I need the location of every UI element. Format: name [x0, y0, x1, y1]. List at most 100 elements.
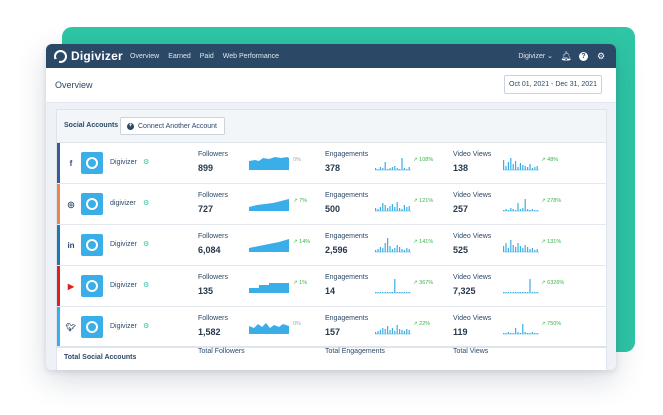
followers-change: 0% — [293, 157, 301, 163]
sparkline-bar — [379, 167, 381, 170]
settings-gear-icon[interactable]: ⚙ — [143, 241, 150, 248]
account-row[interactable]: 🐦︎ Digivizer ⚙ Followers 1,582 0% Engage… — [57, 307, 606, 348]
video-views-value: 138 — [453, 163, 469, 173]
engagements-value: 2,596 — [325, 245, 348, 255]
engagements-value: 378 — [325, 163, 341, 173]
sparkline-bar — [399, 169, 401, 170]
date-range-picker[interactable]: Oct 01, 2021 - Dec 31, 2021 — [504, 75, 602, 94]
sparkline-bar — [531, 209, 533, 211]
followers-area — [249, 157, 289, 170]
settings-gear-icon[interactable]: ⚙ — [143, 159, 150, 166]
followers-label: Followers — [198, 233, 228, 240]
account-switcher[interactable]: Digivizer ⌄ — [518, 53, 553, 60]
help-icon[interactable]: ? — [579, 51, 588, 61]
followers-sparkline — [249, 199, 289, 211]
connect-account-button[interactable]: + Connect Another Account — [120, 117, 225, 135]
nav-item-web-performance[interactable]: Web Performance — [222, 52, 280, 60]
sparkline-bar — [536, 249, 538, 252]
followers-label: Followers — [198, 192, 228, 199]
engagements-sparkline — [375, 202, 411, 212]
sparkline-bar — [401, 209, 403, 211]
app-window: Digivizer Overview Earned Paid Web Perfo… — [46, 44, 616, 370]
sparkline-bar — [375, 208, 377, 211]
sparkline-bar — [534, 210, 536, 211]
nav-item-earned[interactable]: Earned — [168, 52, 191, 60]
sparkline-bar — [519, 163, 521, 170]
account-avatar — [81, 234, 103, 256]
engagements-label: Engagements — [325, 151, 369, 158]
account-row[interactable]: ◎ digivizer ⚙ Followers 727 ↗ 7% Engagem… — [57, 184, 606, 225]
sparkline-bar — [536, 333, 538, 334]
sparkline-bar — [503, 160, 505, 170]
nav-item-paid[interactable]: Paid — [199, 52, 214, 60]
sparkline-bar — [394, 166, 396, 170]
sparkline-bar — [406, 248, 408, 252]
engagements-change: ↗ 22% — [413, 321, 431, 327]
total-views-label: Total Views — [453, 348, 489, 355]
sparkline-bar — [394, 279, 396, 293]
brand-mark-icon — [54, 49, 67, 63]
sparkline-bar — [403, 331, 405, 334]
video-views-change: ↗ 48% — [541, 157, 559, 163]
engagements-change: ↗ 141% — [413, 239, 434, 245]
settings-gear-icon[interactable]: ⚙ — [143, 282, 150, 289]
sparkline-bar — [394, 207, 396, 211]
sparkline-bar — [507, 210, 509, 211]
sparkline-bar — [379, 247, 381, 252]
network-color-stripe — [57, 266, 60, 306]
sparkline-bar — [401, 158, 403, 170]
content-area: Social Accounts + Connect Another Accoun… — [46, 103, 616, 370]
account-row[interactable]: in Digivizer ⚙ Followers 6,084 ↗ 14% Eng… — [57, 225, 606, 266]
account-row[interactable]: f Digivizer ⚙ Followers 899 0% Engagemen… — [57, 143, 606, 184]
followers-value: 135 — [198, 286, 214, 296]
sparkline-bar — [389, 292, 391, 293]
gear-icon[interactable]: ⚙ — [596, 50, 606, 61]
sparkline-bar — [531, 248, 533, 252]
video-views-sparkline — [503, 158, 539, 171]
sparkline-bar — [515, 247, 517, 252]
sparkline-bar — [522, 292, 524, 293]
instagram-icon: ◎ — [67, 199, 75, 209]
sparkline-bar — [377, 292, 379, 293]
sparkline-bar — [401, 330, 403, 334]
sparkline-bar — [389, 206, 391, 211]
followers-area — [249, 283, 289, 293]
sparkline-bar — [384, 162, 386, 170]
sparkline-bar — [377, 169, 379, 170]
bell-icon[interactable]: 🔔︎ — [560, 50, 572, 61]
sparkline-bar — [522, 208, 524, 211]
sparkline-bar — [510, 208, 512, 211]
social-accounts-panel: Social Accounts + Connect Another Accoun… — [56, 109, 607, 370]
sparkline-bar — [534, 250, 536, 252]
video-views-change: ↗ 278% — [541, 198, 562, 204]
followers-label: Followers — [198, 151, 228, 158]
sparkline-bar — [531, 168, 533, 170]
nav-item-overview[interactable]: Overview — [130, 52, 160, 60]
settings-gear-icon[interactable]: ⚙ — [143, 200, 150, 207]
sparkline-bar — [394, 248, 396, 252]
video-views-sparkline — [503, 199, 539, 212]
followers-sparkline — [249, 283, 289, 293]
engagements-change: ↗ 367% — [413, 280, 434, 286]
sparkline-bar — [505, 166, 507, 170]
followers-value: 1,582 — [198, 327, 221, 337]
sparkline-bar — [396, 168, 398, 170]
engagements-sparkline — [375, 158, 411, 171]
engagements-sparkline — [375, 279, 411, 294]
sparkline-bar — [507, 292, 509, 293]
account-avatar — [81, 193, 103, 215]
sparkline-bar — [391, 167, 393, 170]
sparkline-bar — [529, 333, 531, 334]
account-row[interactable]: ▶ Digivizer ⚙ Followers 135 ↗ 1% Engagem… — [57, 266, 606, 307]
sparkline-bar — [394, 331, 396, 334]
sparkline-bar — [515, 161, 517, 170]
sparkline-bar — [403, 250, 405, 252]
followers-label: Followers — [198, 274, 228, 281]
sparkline-bar — [524, 166, 526, 170]
sparkline-bar — [529, 249, 531, 252]
followers-change: ↗ 1% — [293, 280, 308, 286]
brand-logo[interactable]: Digivizer — [54, 48, 123, 64]
sparkline-bar — [382, 203, 384, 211]
settings-gear-icon[interactable]: ⚙ — [143, 323, 150, 330]
sparkline-bar — [379, 330, 381, 334]
